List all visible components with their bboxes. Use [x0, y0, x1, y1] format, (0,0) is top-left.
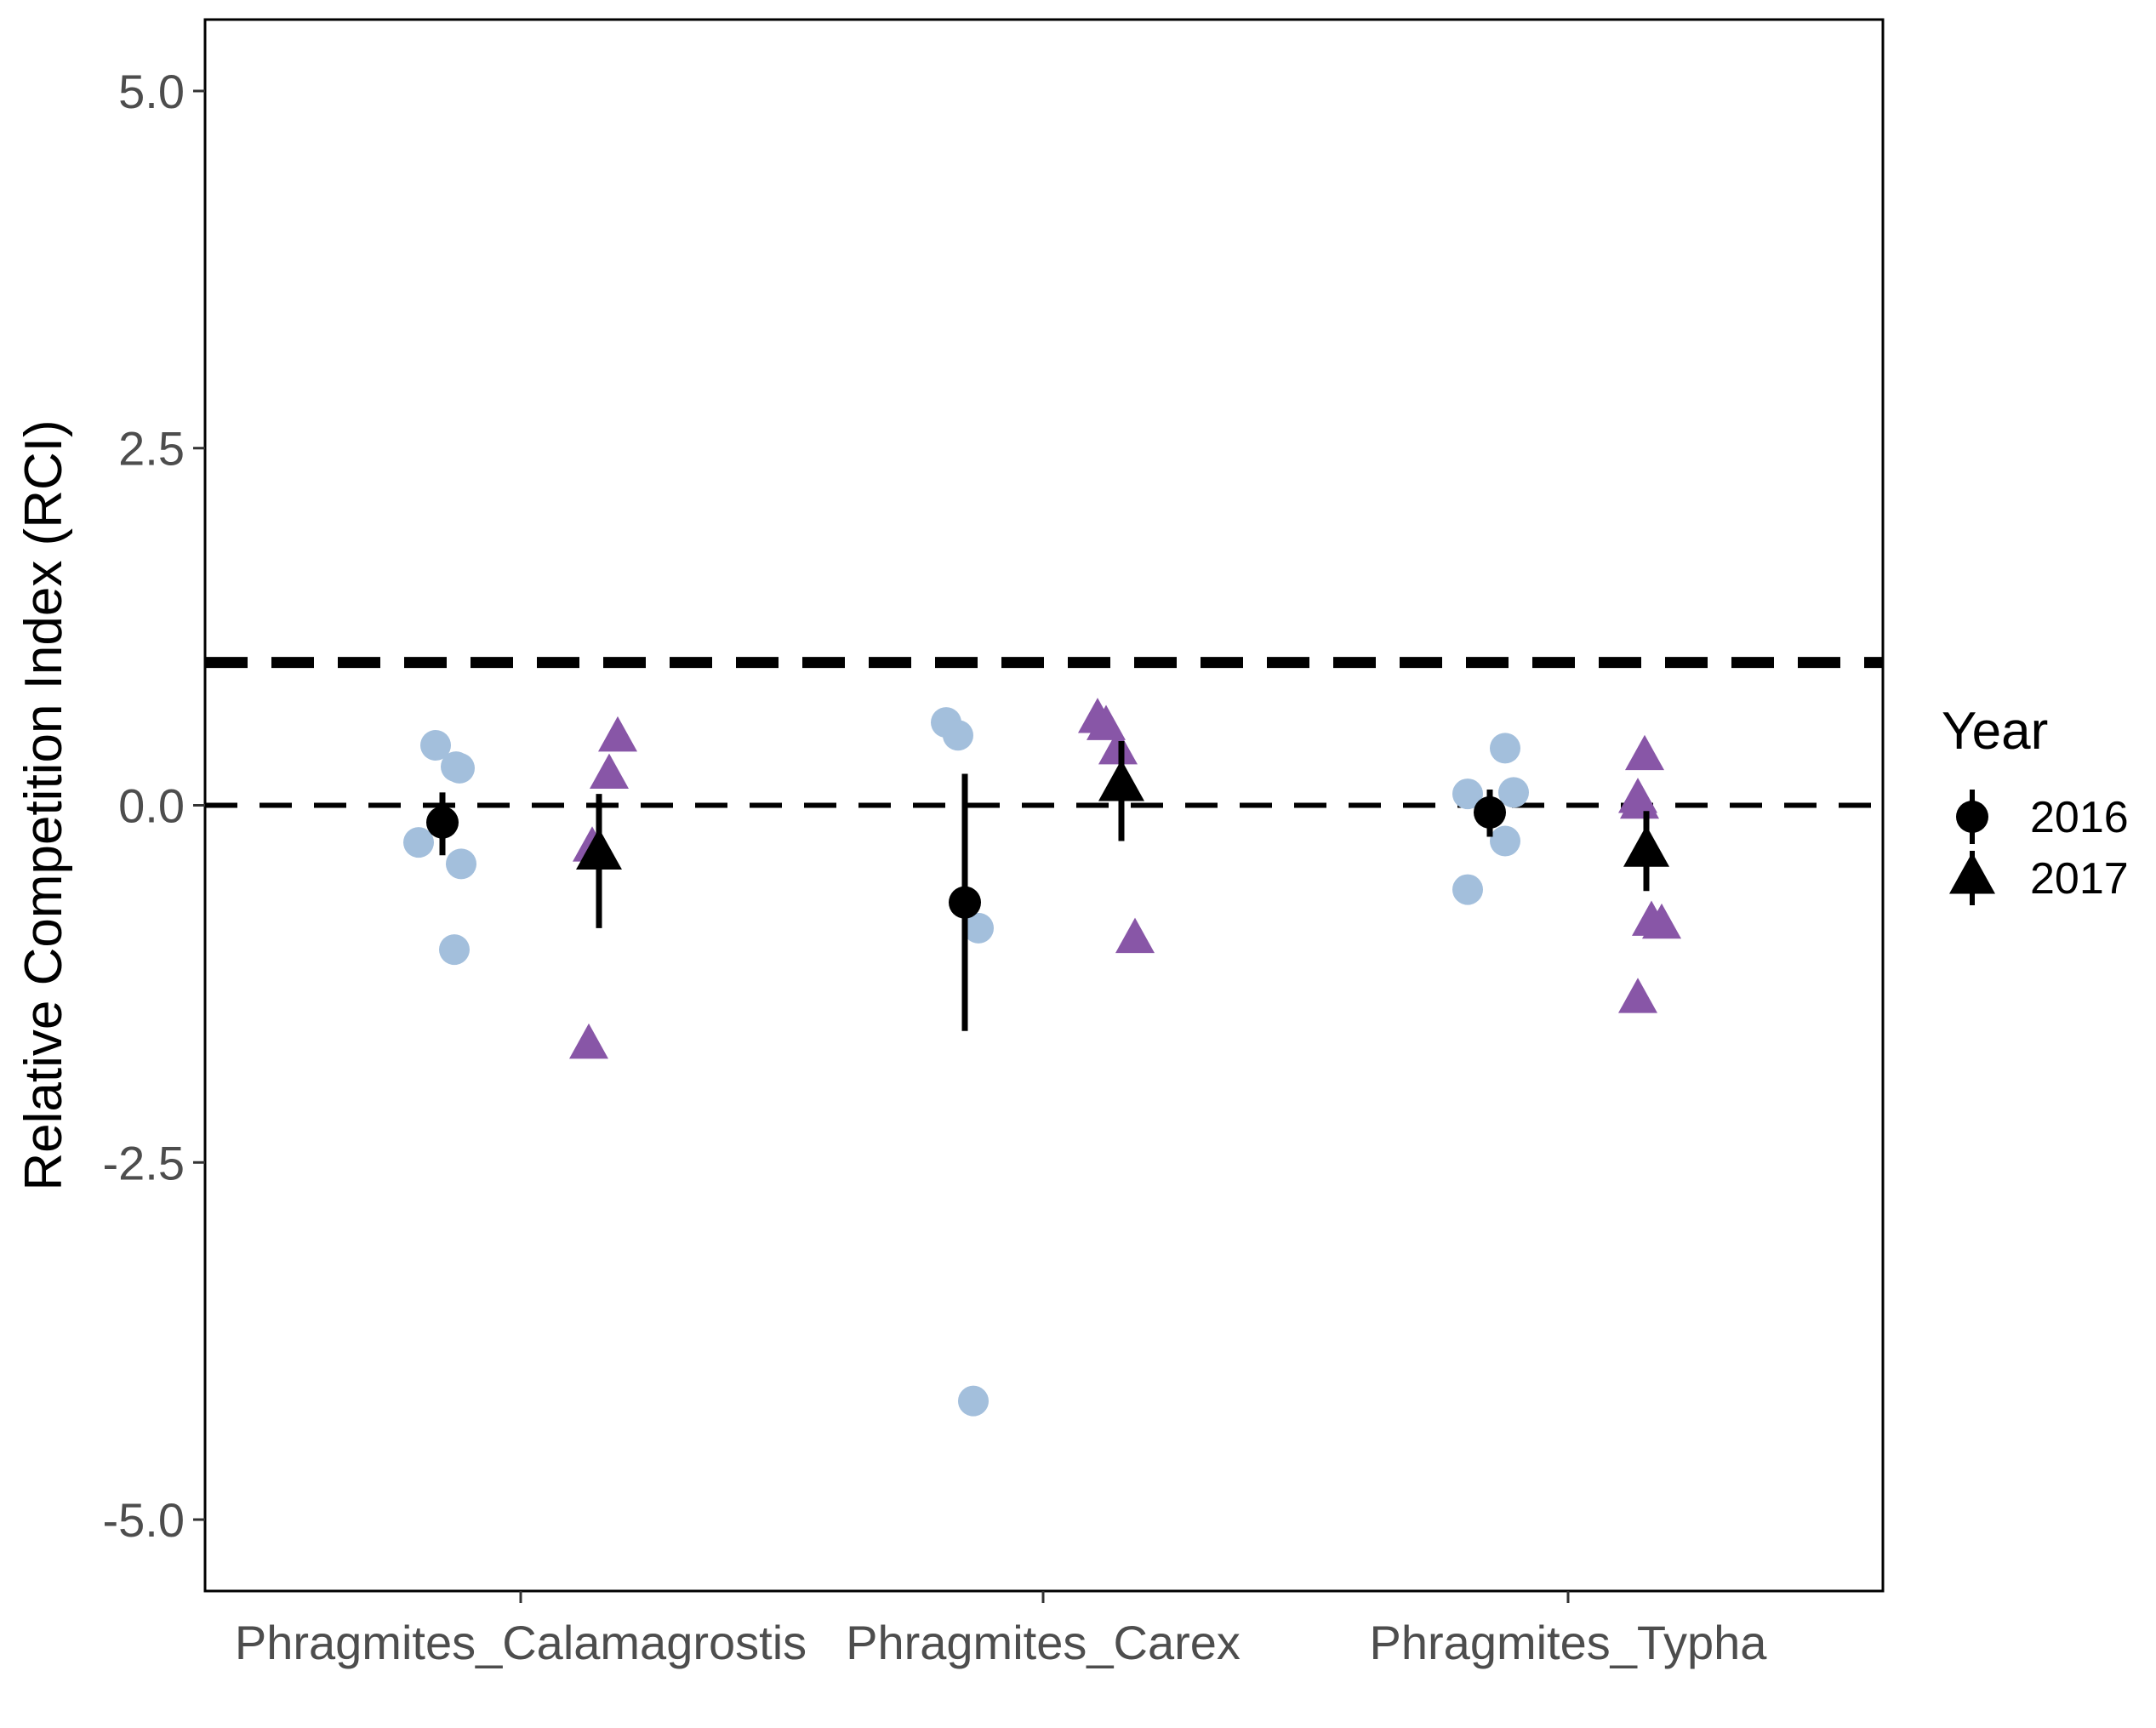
mean-marker-2016 [949, 886, 981, 919]
point-2016 [420, 729, 451, 761]
legend-label: 2016 [2030, 793, 2129, 842]
point-2016 [1498, 777, 1529, 808]
mean-marker-2017 [1098, 759, 1144, 801]
mean-marker-2017 [1623, 825, 1669, 867]
point-2016 [1452, 874, 1483, 905]
y-axis-title: Relative Competition Index (RCI) [14, 419, 73, 1190]
point-2016 [439, 934, 470, 966]
summary-markers [426, 740, 1669, 1031]
point-2017 [1098, 729, 1138, 765]
point-2016 [1452, 778, 1483, 810]
legend: Year 2016 2017 [1942, 702, 2129, 905]
mean-marker-2017 [576, 828, 622, 870]
point-2016 [444, 752, 475, 784]
point-2016 [943, 720, 973, 751]
point-2017 [1642, 903, 1681, 939]
y-tick-label: 0.0 [118, 779, 185, 833]
legend-label: 2017 [2030, 854, 2129, 904]
mean-marker-2016 [1474, 796, 1506, 829]
y-tick-label: 5.0 [118, 65, 185, 118]
y-tick-label: 2.5 [118, 422, 185, 476]
y-axis: 5.0 2.5 0.0 -2.5 -5.0 [103, 65, 205, 1547]
point-2017 [590, 753, 629, 789]
y-tick-label: -5.0 [103, 1493, 185, 1547]
legend-title: Year [1942, 702, 2048, 761]
point-2017 [1115, 917, 1155, 954]
point-2017 [1620, 783, 1659, 819]
x-tick-label: Phragmites_Calamagrostis [235, 1616, 807, 1669]
point-2016 [1490, 825, 1520, 857]
point-2017 [569, 1023, 608, 1059]
x-axis: Phragmites_Calamagrostis Phragmites_Carex… [235, 1591, 1767, 1669]
x-tick-label: Phragmites_Carex [846, 1616, 1241, 1669]
reference-lines [205, 657, 1883, 808]
point-2016 [446, 848, 476, 880]
x-tick-label: Phragmites_Typha [1370, 1616, 1768, 1669]
legend-key-circle [1956, 801, 1988, 833]
y-tick-label: -2.5 [103, 1136, 185, 1189]
point-2017 [1625, 734, 1664, 771]
mean-marker-2016 [426, 806, 459, 839]
point-2016 [403, 827, 434, 858]
legend-key-triangle [1949, 852, 1995, 894]
point-2016 [958, 1385, 989, 1417]
point-2016 [963, 912, 994, 944]
point-2017 [1618, 978, 1657, 1013]
point-2016 [1490, 733, 1520, 764]
point-2017 [598, 716, 637, 752]
point-2017 [1087, 704, 1126, 740]
